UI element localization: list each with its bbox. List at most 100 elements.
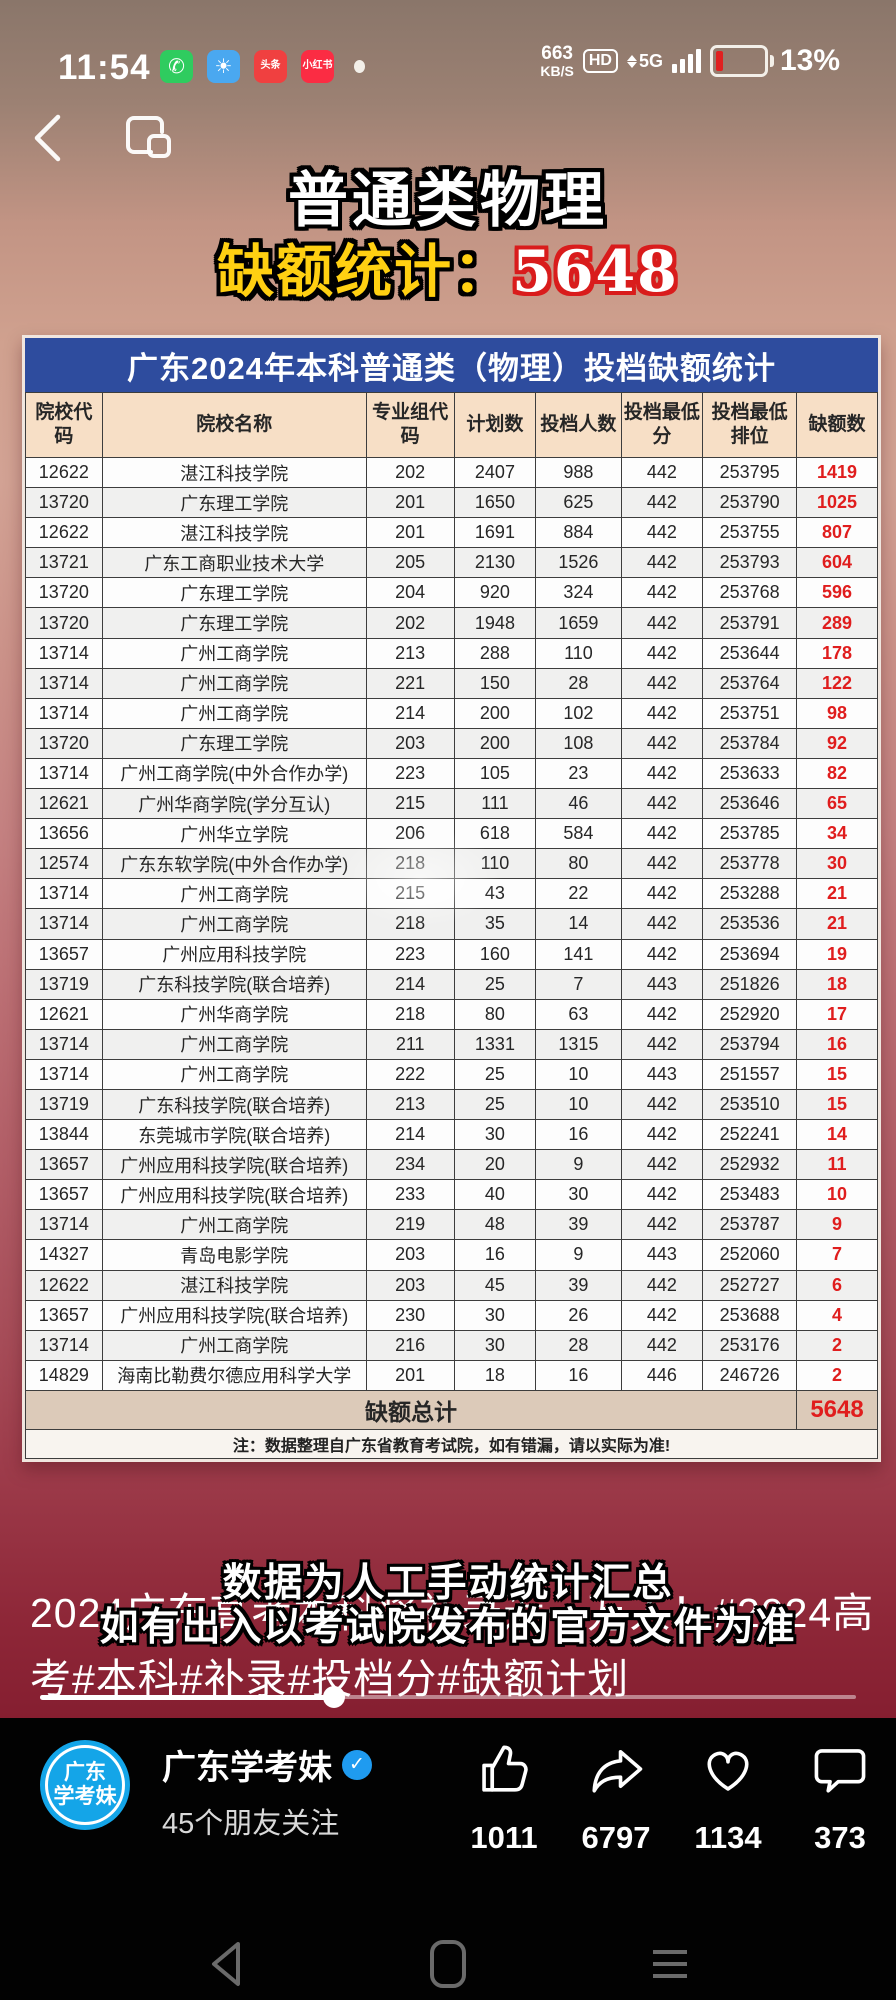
nav-back-button[interactable] xyxy=(197,1935,255,1993)
cell-gap-count: 11 xyxy=(796,1149,878,1181)
column-header: 投档最低排位 xyxy=(702,392,798,458)
disclaimer-line1: 数据为人工手动统计汇总 xyxy=(222,1562,674,1605)
cell: 9 xyxy=(535,1239,622,1271)
cell: 39 xyxy=(535,1209,622,1241)
cell: 13721 xyxy=(25,547,103,579)
cell-gap-count: 1025 xyxy=(796,487,878,519)
cell: 201 xyxy=(365,517,455,549)
table-row: 13714 广州工商学院 214 200 102 442 253751 98 xyxy=(25,697,878,729)
column-header: 专业组代码 xyxy=(365,392,455,458)
comment-count: 373 xyxy=(814,1820,866,1855)
cell: 25 xyxy=(453,1058,537,1090)
data-arrows-icon xyxy=(626,54,637,68)
cell: 253288 xyxy=(702,878,798,910)
cell: 广州应用科技学院 xyxy=(101,938,367,970)
cell: 25 xyxy=(453,968,537,1000)
weather-icon: ☀ xyxy=(207,50,240,83)
comment-button[interactable]: 373 xyxy=(798,1740,882,1856)
share-button[interactable]: 6797 xyxy=(574,1740,658,1856)
cell: 广东科技学院(联合培养) xyxy=(101,968,367,1000)
back-button[interactable] xyxy=(30,112,64,169)
cell: 215 xyxy=(365,878,455,910)
cell: 广州华商学院(学分互认) xyxy=(101,788,367,820)
cell: 253688 xyxy=(702,1299,798,1331)
cell: 广东理工学院 xyxy=(101,577,367,609)
cell: 442 xyxy=(620,1149,704,1181)
cell: 13720 xyxy=(25,607,103,639)
cell: 253778 xyxy=(702,848,798,880)
cell: 253791 xyxy=(702,607,798,639)
cell-gap-count: 16 xyxy=(796,1028,878,1060)
cell: 1948 xyxy=(453,607,537,639)
cell: 广东东软学院(中外合作办学) xyxy=(101,848,367,880)
table-row: 13714 广州工商学院 222 25 10 443 251557 15 xyxy=(25,1058,878,1090)
cell: 213 xyxy=(365,637,455,669)
author-name[interactable]: 广东学考妹 ✓ xyxy=(162,1740,372,1789)
cell: 252920 xyxy=(702,998,798,1030)
cell: 7 xyxy=(535,968,622,1000)
table-row: 13714 广州工商学院(中外合作办学) 223 105 23 442 253633 82 xyxy=(25,757,878,790)
cell: 28 xyxy=(535,667,622,699)
author-avatar[interactable]: 广东 学考妹 xyxy=(40,1740,130,1830)
nav-menu-button[interactable] xyxy=(641,1935,699,1993)
cell: 东莞城市学院(联合培养) xyxy=(101,1119,367,1151)
cell: 1315 xyxy=(535,1028,622,1060)
cell: 14327 xyxy=(25,1239,103,1271)
cell-gap-count: 17 xyxy=(796,998,878,1030)
total-row: 缺额总计 5648 xyxy=(24,1389,878,1430)
video-progress-bar[interactable] xyxy=(40,1686,856,1708)
cell: 202 xyxy=(365,607,455,639)
cell: 219 xyxy=(365,1209,455,1241)
cell: 618 xyxy=(453,818,537,850)
cell: 80 xyxy=(535,848,622,880)
statistics-table: 广东2024年本科普通类（物理）投档缺额统计 院校代码 院校名称 专业组代码 计划数投… xyxy=(22,335,881,1462)
cell-gap-count: 30 xyxy=(796,848,878,880)
engagement-actions: 1011 6797 1134 373 xyxy=(462,1740,882,1856)
progress-knob[interactable] xyxy=(322,1686,345,1708)
cell: 13714 xyxy=(25,697,103,729)
cell: 150 xyxy=(453,667,537,699)
cell: 160 xyxy=(453,938,537,970)
cell: 12621 xyxy=(25,998,103,1030)
cell-gap-count: 6 xyxy=(796,1269,878,1301)
cell: 203 xyxy=(365,1239,455,1271)
nav-home-button[interactable] xyxy=(419,1935,477,1993)
cell: 442 xyxy=(620,577,704,609)
cell: 25 xyxy=(453,1088,537,1121)
table-row: 13714 广州工商学院 218 35 14 442 253536 21 xyxy=(25,908,878,940)
video-caption[interactable]: 2024广东高考本科将补录近一万人！#2024高考#本科#补录#投档分#缺额计划 xyxy=(30,1590,875,1703)
cell: 253768 xyxy=(702,577,798,609)
cell: 442 xyxy=(620,1209,704,1241)
cell: 200 xyxy=(453,727,537,759)
cell: 442 xyxy=(620,487,704,519)
cell-gap-count: 7 xyxy=(796,1239,878,1271)
cell: 214 xyxy=(365,1119,455,1151)
favorite-button[interactable]: 1134 xyxy=(686,1740,770,1856)
cell: 12574 xyxy=(25,848,103,880)
status-bar: 11:54 ✆ ☀ 头条 小红书 663 KB/S HD 5G 13% xyxy=(0,44,896,96)
cell: 442 xyxy=(620,1088,704,1121)
screencast-icon[interactable] xyxy=(122,114,174,167)
cell-gap-count: 18 xyxy=(796,968,878,1000)
column-header: 投档最低分 xyxy=(620,392,704,458)
cell: 43 xyxy=(453,878,537,910)
total-value: 5648 xyxy=(796,1389,878,1430)
cell: 625 xyxy=(535,487,622,519)
cell-gap-count: 1419 xyxy=(796,456,878,489)
cell: 211 xyxy=(365,1028,455,1060)
like-button[interactable]: 1011 xyxy=(462,1740,546,1856)
table-row: 13657 广州应用科技学院(联合培养) 234 20 9 442 252932 11 xyxy=(25,1149,878,1181)
column-header: 缺额数 xyxy=(796,392,878,458)
cell: 48 xyxy=(453,1209,537,1241)
cell: 202 xyxy=(365,456,455,489)
cell-gap-count: 34 xyxy=(796,818,878,850)
cell: 108 xyxy=(535,727,622,759)
cell: 215 xyxy=(365,788,455,820)
cell: 442 xyxy=(620,1299,704,1331)
table-row: 13714 广州工商学院 219 48 39 442 253787 9 xyxy=(25,1209,878,1241)
cell: 39 xyxy=(535,1269,622,1301)
cell: 442 xyxy=(620,908,704,940)
cell: 13720 xyxy=(25,727,103,759)
cell: 46 xyxy=(535,788,622,820)
progress-track[interactable] xyxy=(40,1695,856,1699)
